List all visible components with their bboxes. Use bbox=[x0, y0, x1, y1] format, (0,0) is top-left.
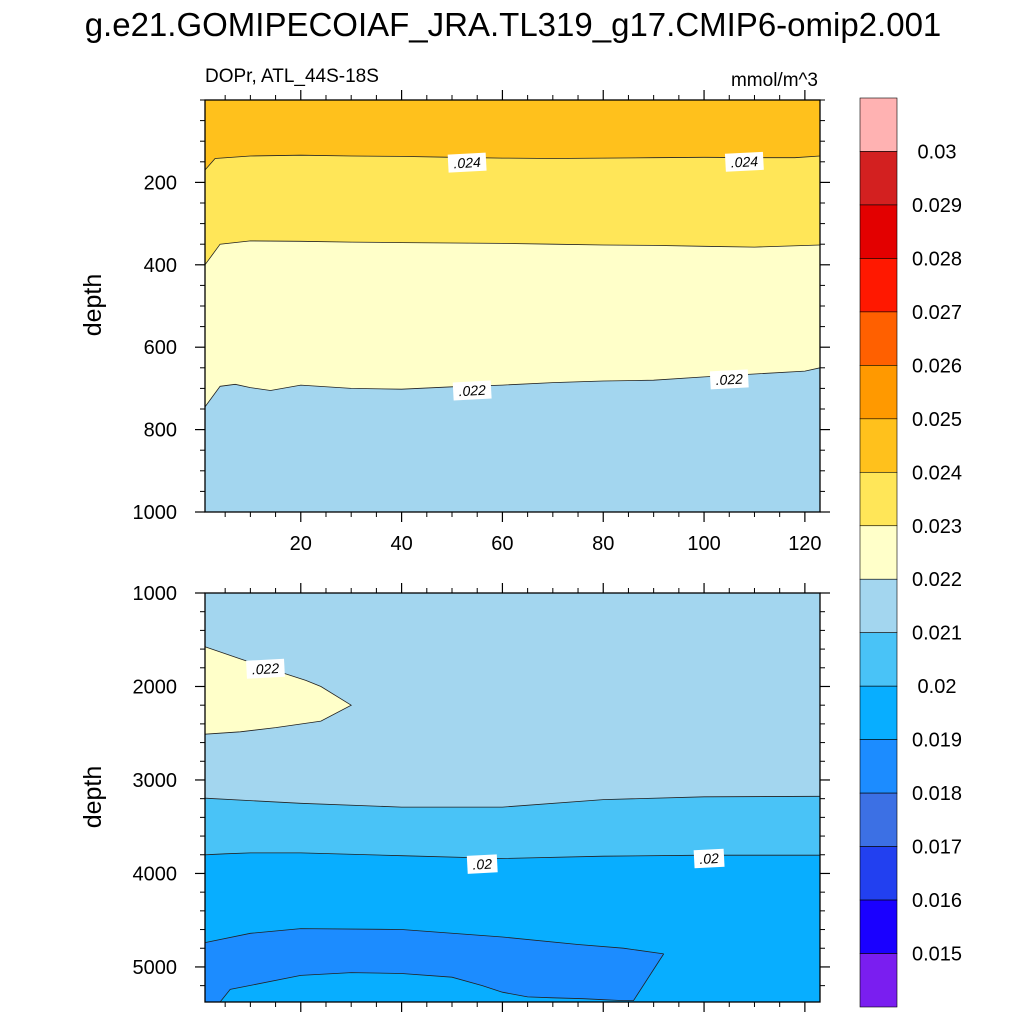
panel-1-contour-label: .024 bbox=[724, 151, 764, 172]
colorbar-swatch bbox=[859, 311, 898, 366]
panel-1-y-tick-label: 400 bbox=[144, 255, 177, 277]
panel-2-y-tick-label: 5000 bbox=[133, 957, 178, 979]
panel-2-contour-line bbox=[204, 795, 821, 808]
panel-1-x-tick-label: 80 bbox=[592, 533, 614, 555]
contour-label-box bbox=[447, 152, 487, 173]
contour-label-box bbox=[709, 369, 749, 390]
colorbar-label: 0.024 bbox=[912, 462, 962, 484]
colorbar-swatch bbox=[859, 525, 898, 580]
colorbar-label: 0.019 bbox=[912, 730, 962, 752]
colorbar-label: 0.021 bbox=[912, 623, 962, 645]
contour-label-text: .022 bbox=[715, 371, 743, 388]
panel-2-contour-label: .02 bbox=[693, 848, 725, 869]
colorbar-swatch bbox=[859, 792, 898, 847]
contour-label-box bbox=[724, 151, 764, 172]
panel-2-y-tick-label: 1000 bbox=[133, 583, 178, 605]
panel-2-y-tick-label: 4000 bbox=[133, 863, 178, 885]
panel-1-y-tick-label: 600 bbox=[144, 337, 177, 359]
colorbar-swatch bbox=[859, 418, 898, 473]
panel-1-y-tick-label: 200 bbox=[144, 172, 177, 194]
colorbar-swatch bbox=[859, 685, 898, 740]
panel-2-contour-line bbox=[204, 928, 664, 955]
contour-label-box bbox=[466, 854, 498, 874]
contour-label-text: .022 bbox=[458, 382, 486, 399]
panel-1-fill-0021-0022 bbox=[205, 367, 820, 512]
colorbar-label: 0.023 bbox=[912, 516, 962, 538]
panel-1-y-tick-label: 1000 bbox=[133, 502, 178, 524]
contour-label-text: .02 bbox=[472, 856, 492, 873]
panel-2-y-tick-label: 3000 bbox=[133, 770, 178, 792]
colorbar-label: 0.025 bbox=[912, 409, 962, 431]
contour-label-text: .022 bbox=[251, 660, 279, 677]
panel-2-y-tick-label: 2000 bbox=[133, 676, 178, 698]
panel-1-x-tick-label: 120 bbox=[788, 533, 821, 555]
colorbar-swatch bbox=[859, 471, 898, 527]
panel-2-contour-line bbox=[219, 953, 665, 1003]
colorbar-swatch bbox=[859, 151, 898, 206]
colorbar-swatch bbox=[859, 632, 898, 687]
colorbar-swatch bbox=[859, 899, 898, 954]
panel-2-contour-line bbox=[204, 852, 820, 859]
figure-title: g.e21.GOMIPECOIAF_JRA.TL319_g17.CMIP6-om… bbox=[85, 6, 942, 43]
panel-1-contour-label: .022 bbox=[452, 380, 492, 401]
panel-2-y-axis-label: depth bbox=[79, 766, 107, 829]
panel-1-x-tick-label: 40 bbox=[390, 533, 412, 555]
panel-1-x-tick-label: 20 bbox=[290, 533, 312, 555]
panel-1-contour-label: .024 bbox=[447, 152, 487, 173]
colorbar-swatch bbox=[859, 258, 898, 313]
lower-depth-panel: .022 .02 .02 1000 2000 3000 4000 5000 depth bbox=[79, 583, 830, 1012]
colorbar-swatch bbox=[859, 578, 898, 634]
colorbar-swatch bbox=[859, 204, 898, 259]
colorbar-label: 0.029 bbox=[912, 195, 962, 217]
panel-2-frame bbox=[204, 592, 821, 1003]
contour-label-text: .02 bbox=[699, 850, 719, 867]
upper-depth-panel: .024 .024 .022 .022 20 40 60 80 100 120 200 400 600 8… bbox=[79, 90, 830, 555]
colorbar-swatch bbox=[859, 97, 898, 152]
colorbar-label: 0.02 bbox=[918, 676, 957, 698]
colorbar-label: 0.026 bbox=[912, 355, 962, 377]
panel-1-y-tick-label: 800 bbox=[144, 420, 177, 442]
panel-1-contour-line bbox=[204, 240, 821, 266]
panel-2-contour-label: .022 bbox=[246, 658, 285, 679]
contour-label-text: .024 bbox=[453, 154, 481, 171]
panel-1-units: mmol/m^3 bbox=[731, 70, 818, 91]
colorbar-label: 0.022 bbox=[912, 569, 962, 591]
colorbar-swatch bbox=[859, 953, 898, 1008]
contour-label-box bbox=[693, 848, 725, 869]
contour-label-text: .024 bbox=[730, 153, 758, 170]
colorbar-swatch bbox=[859, 739, 898, 794]
panel-2-fill-0018-0019 bbox=[205, 928, 664, 1002]
colorbar: 0.03 0.029 0.028 0.027 0.026 0.025 0.024 0.023 0… bbox=[859, 97, 962, 1008]
contour-label-box bbox=[452, 380, 492, 401]
colorbar-label: 0.015 bbox=[912, 944, 962, 966]
colorbar-label: 0.03 bbox=[918, 141, 957, 163]
panel-1-contour-label: .022 bbox=[709, 369, 749, 390]
colorbar-swatch bbox=[859, 365, 898, 420]
colorbar-label: 0.018 bbox=[912, 783, 962, 805]
panel-1-y-axis-label: depth bbox=[79, 274, 107, 337]
panel-1-subtitle-left: DOPr, ATL_44S-18S bbox=[205, 66, 379, 87]
colorbar-label: 0.028 bbox=[912, 248, 962, 270]
colorbar-swatch bbox=[859, 846, 898, 901]
panel-1-x-tick-label: 60 bbox=[491, 533, 513, 555]
colorbar-label: 0.017 bbox=[912, 837, 962, 859]
panel-1-x-tick-label: 100 bbox=[687, 533, 720, 555]
panel-2-contour-label: .02 bbox=[466, 854, 498, 874]
colorbar-label: 0.027 bbox=[912, 302, 962, 324]
panel-2-fill-0022-0023-patch bbox=[205, 646, 352, 735]
colorbar-label: 0.016 bbox=[912, 890, 962, 912]
contour-label-box bbox=[246, 658, 285, 679]
